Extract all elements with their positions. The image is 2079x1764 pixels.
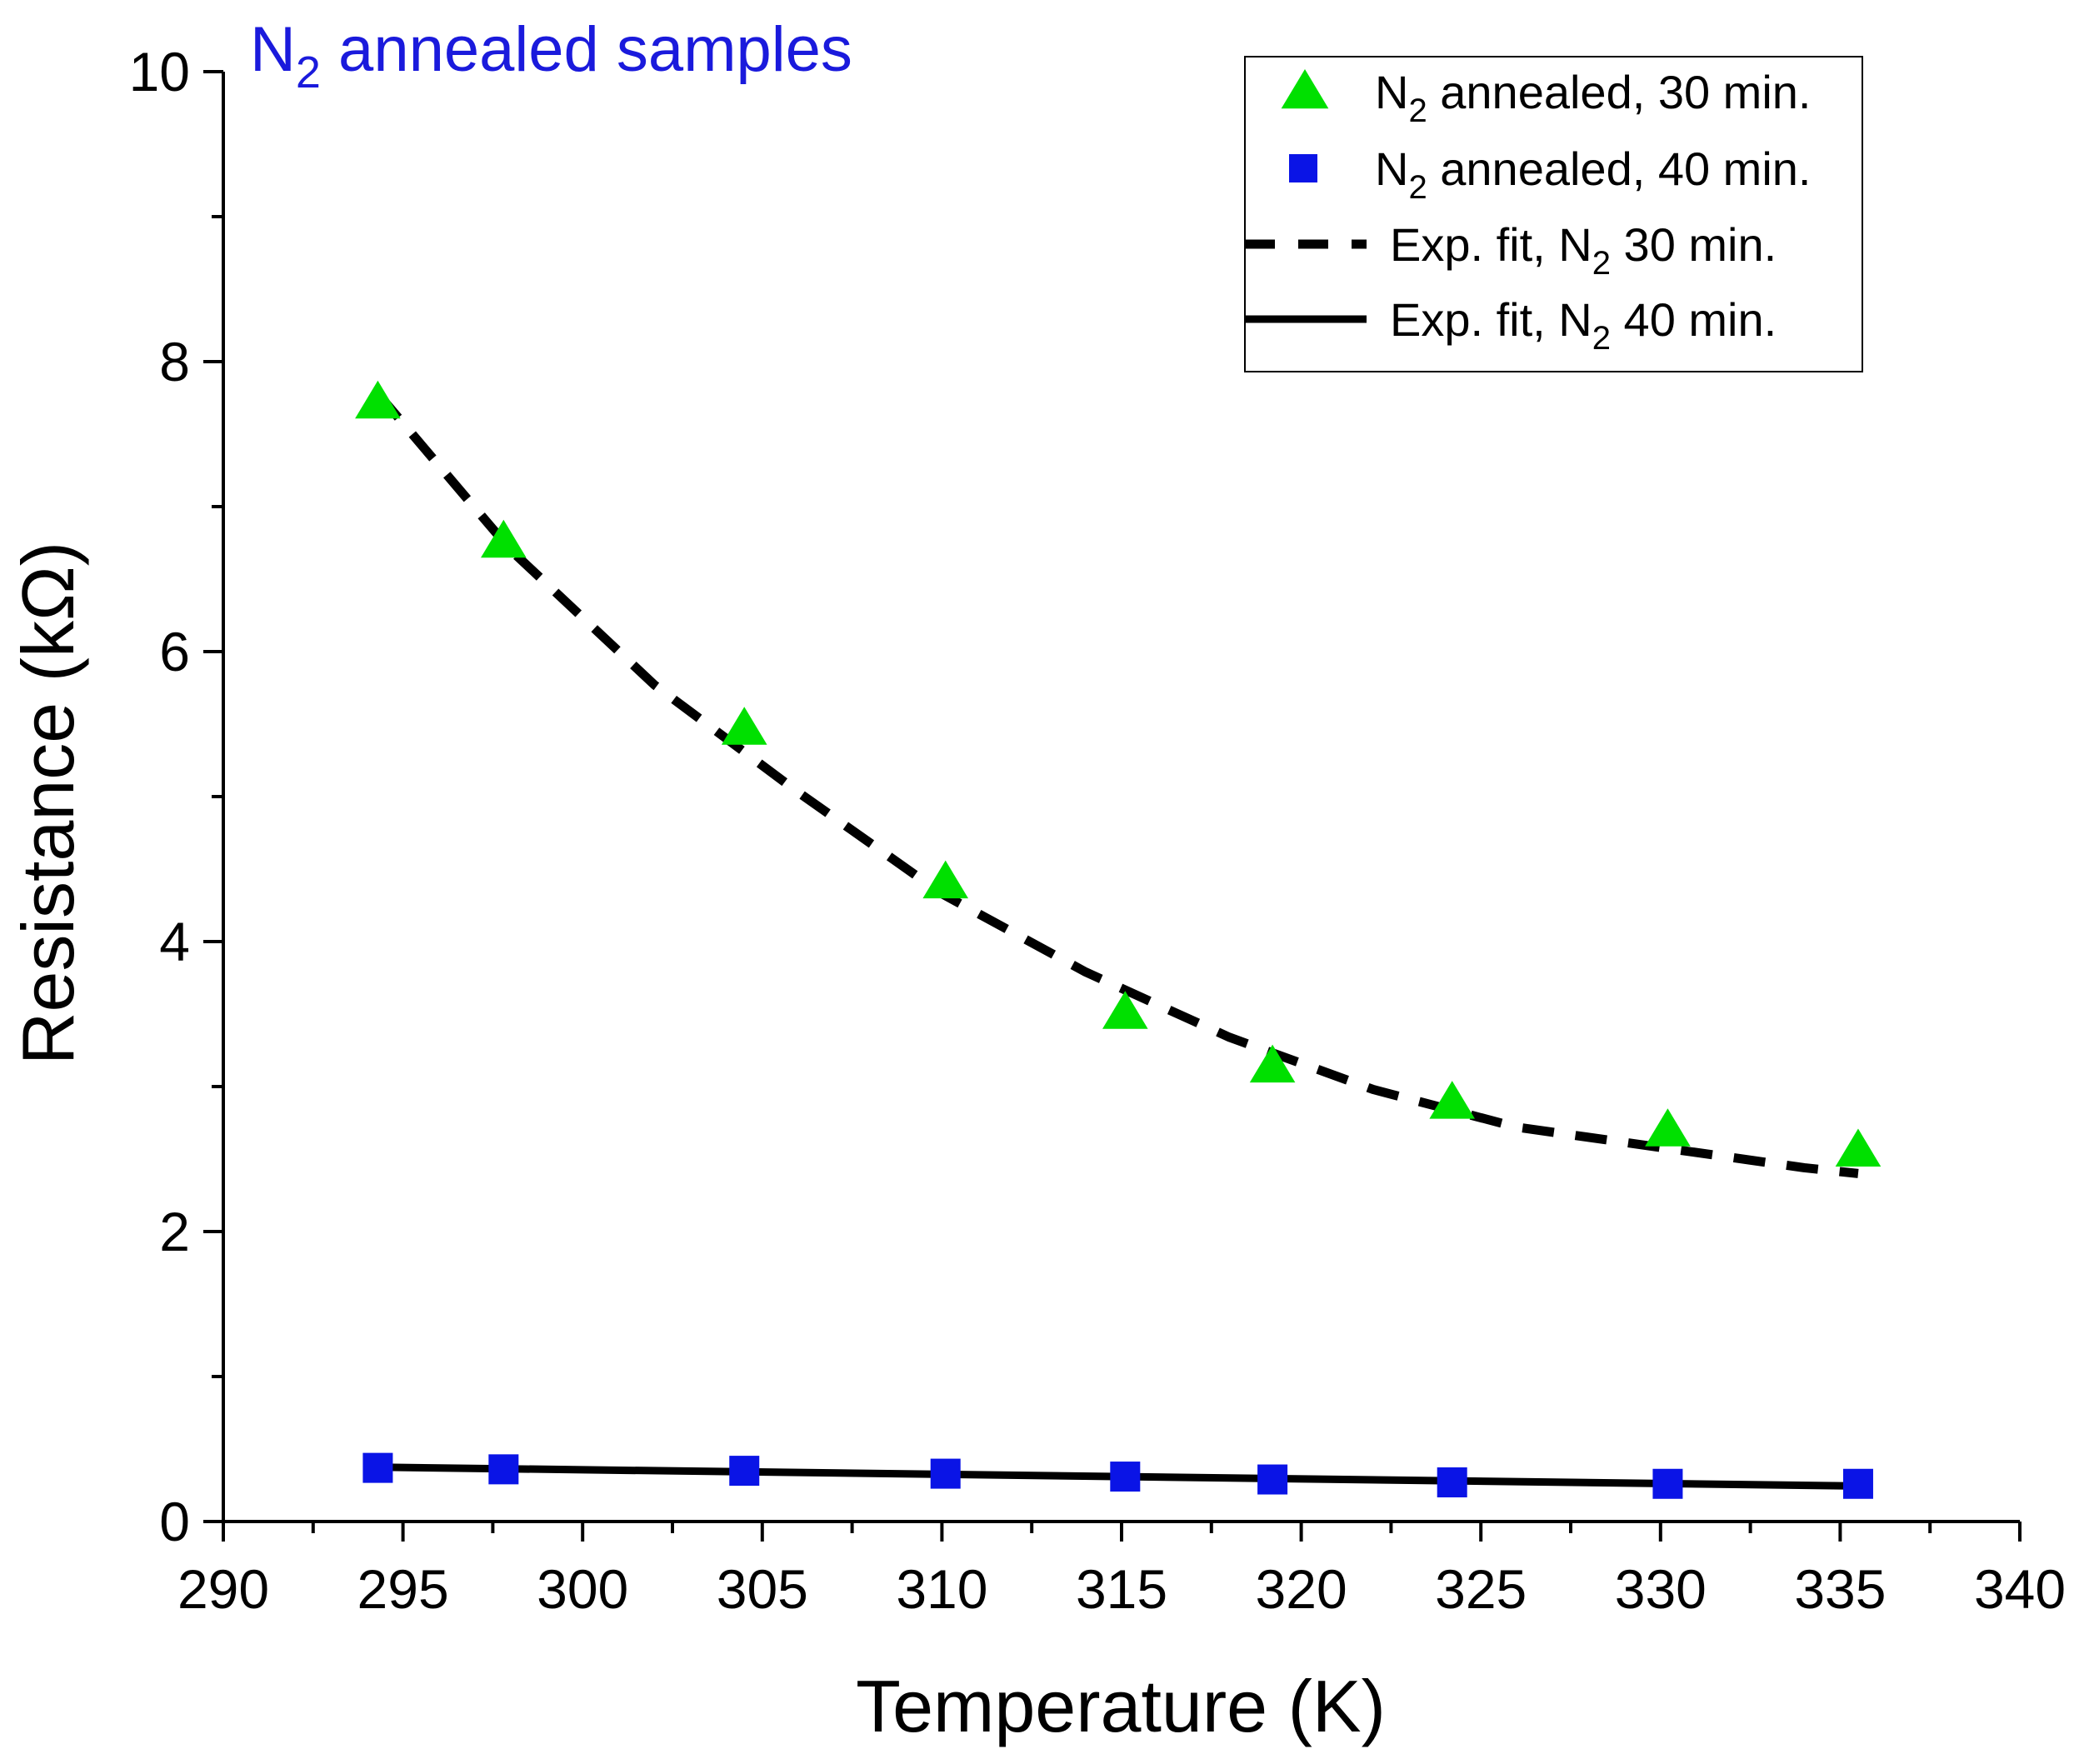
y-tick-label: 10: [129, 41, 190, 102]
chart-title-main: N: [250, 14, 296, 85]
triangle-point-30min: [1835, 1128, 1882, 1167]
triangle-point-30min: [1102, 991, 1148, 1029]
legend-label-text: Exp. fit, N: [1390, 218, 1592, 271]
triangle-point-30min: [481, 519, 527, 558]
square-point-40min: [1652, 1468, 1683, 1499]
x-tick-label: 310: [896, 1558, 987, 1620]
legend-label-subscript: 2: [1592, 320, 1611, 357]
x-tick-label: 325: [1435, 1558, 1527, 1620]
legend-label-text: 40 min.: [1611, 293, 1777, 346]
x-tick-label: 295: [357, 1558, 449, 1620]
triangle-point-30min: [355, 380, 401, 419]
x-tick-label: 335: [1794, 1558, 1886, 1620]
x-tick-label: 305: [717, 1558, 808, 1620]
y-tick-label: 6: [159, 621, 190, 682]
y-tick-label: 4: [159, 911, 190, 972]
square-point-40min: [488, 1454, 519, 1485]
x-tick-label: 315: [1076, 1558, 1167, 1620]
y-tick-label: 2: [159, 1201, 190, 1262]
legend-label: N2 annealed, 40 min.: [1375, 142, 1811, 206]
x-axis: 290 295 300 305 310 315 320 325 330 335 340: [177, 1520, 2066, 1620]
legend-label: N2 annealed, 30 min.: [1375, 66, 1811, 129]
legend-label-text: N: [1375, 66, 1408, 118]
x-tick-label: 330: [1615, 1558, 1707, 1620]
y-tick-label: 8: [159, 331, 190, 392]
chart-title-subscript: 2: [296, 47, 321, 97]
triangle-point-30min: [721, 707, 767, 745]
legend-label-subscript: 2: [1408, 169, 1427, 206]
x-tick-label: 320: [1256, 1558, 1347, 1620]
fit-line-30min: [374, 390, 1859, 1178]
legend-label: Exp. fit, N2 40 min.: [1390, 293, 1777, 357]
square-point-40min: [930, 1458, 961, 1489]
square-point-40min: [1437, 1467, 1467, 1498]
legend-label-text: 30 min.: [1611, 218, 1777, 271]
x-axis-label: Temperature (K): [856, 1665, 1386, 1747]
square-point-40min: [729, 1456, 760, 1487]
square-point-40min: [1257, 1464, 1288, 1495]
y-tick-label: 0: [159, 1491, 190, 1552]
legend-label: Exp. fit, N2 30 min.: [1390, 218, 1777, 282]
y-axis: 0 2 4 6 8 10: [129, 41, 225, 1552]
x-tick-label: 300: [537, 1558, 628, 1620]
legend-label-subscript: 2: [1408, 92, 1427, 129]
y-axis-label: Resistance (kΩ): [7, 542, 89, 1065]
triangle-point-30min: [922, 860, 969, 899]
square-point-40min: [1110, 1462, 1141, 1492]
x-tick-label: 290: [177, 1558, 269, 1620]
chart-title-rest: annealed samples: [321, 14, 852, 85]
triangle-point-30min: [1249, 1044, 1296, 1083]
legend-label-text: Exp. fit, N: [1390, 293, 1592, 346]
triangle-point-30min: [1645, 1108, 1691, 1147]
chart-title: N2 annealed samples: [250, 14, 852, 97]
legend-label-subscript: 2: [1592, 245, 1611, 282]
legend-label-text: annealed, 40 min.: [1427, 142, 1812, 195]
legend-label-text: annealed, 30 min.: [1427, 66, 1812, 118]
legend-label-text: N: [1375, 142, 1408, 195]
legend-square-icon: [1289, 154, 1317, 182]
square-point-40min: [362, 1452, 393, 1483]
plot-area: [355, 380, 1882, 1499]
legend: N2 annealed, 30 min.N2 annealed, 40 min.…: [1244, 56, 1863, 372]
legend-triangle-icon: [1281, 69, 1329, 109]
triangle-point-30min: [1429, 1081, 1476, 1119]
x-tick-label: 340: [1974, 1558, 2066, 1620]
square-point-40min: [1842, 1468, 1873, 1499]
